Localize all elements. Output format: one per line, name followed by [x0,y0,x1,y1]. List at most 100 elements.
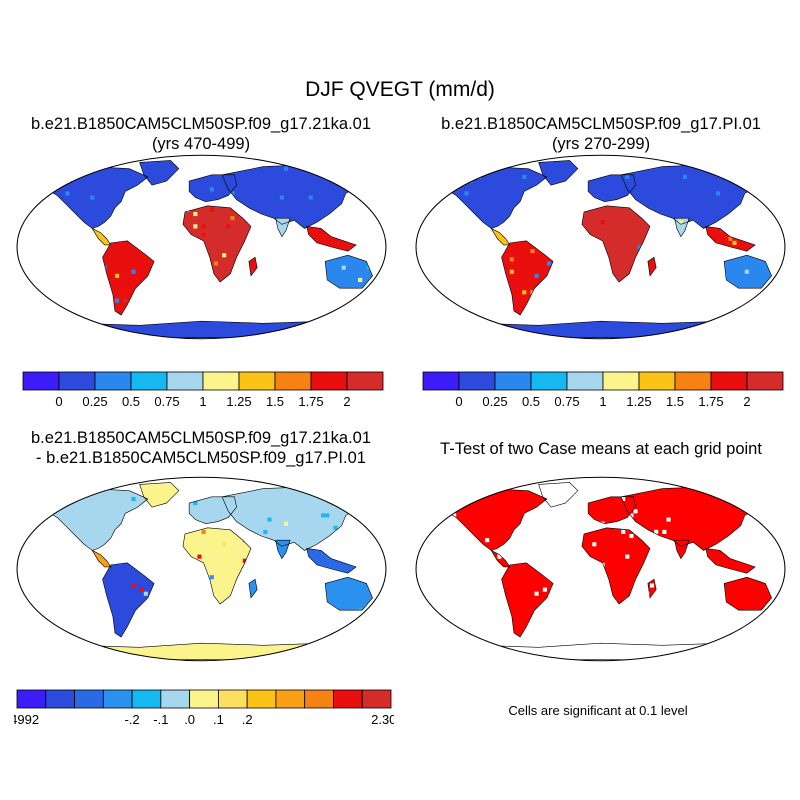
coastline-northAmerica [38,488,149,551]
colorbar-case1-swatch [346,371,384,391]
colorbar-case2-swatch [458,371,496,391]
coastline-antarctica [19,320,384,338]
colorbar-diff-tick-label: .2 [242,712,253,727]
colorbar-case2-tick-label: 2 [743,394,750,409]
coastline-southAmerica [102,562,155,638]
coastline-centralAmerica [490,227,511,246]
colorbar-case2-tick-label: 0.5 [522,394,540,409]
colorbar-case2-swatch [638,371,676,391]
colorbar-diff-swatch [74,689,104,709]
panel-diff-title-line2: - b.e21.B1850CAM5CLM50SP.f09_g17.PI.01 [36,449,366,467]
coastline-centralAmerica [490,549,511,568]
colorbar-diff-tick-label: -2.4992 [14,712,39,727]
coastline-australia [723,254,772,289]
coastline-southAmerica [501,240,554,316]
colorbar-case2-tick-label: 1 [599,394,606,409]
coastline-africa [581,205,651,283]
map-case1 [16,154,387,340]
coastline-australia [324,576,373,611]
coastline-southAmerica [501,562,554,638]
colorbar-case1-swatch [22,371,60,391]
colorbar-case1-tick-label: 1.75 [298,394,323,409]
panel-case1-title-line1: b.e21.B1850CAM5CLM50SP.f09_g17.21ka.01 [30,115,372,133]
land-seAsia [306,226,357,252]
colorbar-case2-tick-label: 1.5 [666,394,684,409]
panel-case2-title-line2: (yrs 270-299) [551,135,651,153]
coastline-greenland [538,482,579,508]
panel-case2-title: b.e21.B1850CAM5CLM50SP.f09_g17.PI.01 (yr… [400,114,800,154]
colorbar-diff-swatch [246,689,277,709]
land-australia [325,255,373,289]
colorbar-case2-tick-label: 1.25 [626,394,651,409]
coastline-antarctica [19,642,384,660]
colorbar-case1-tick-label: 0.5 [122,394,140,409]
coastline-centralAmerica [91,227,112,246]
colorbar-diff-swatch [217,689,248,709]
colorbar-diff-tick-label: -.2 [124,712,139,727]
colorbar-case2-swatch [674,371,712,391]
coastline-africa [182,205,252,283]
colorbar-case2-tick-label: 0.25 [482,394,507,409]
colorbar-case1-tick-label: 1 [199,394,206,409]
colorbar-case1-tick-label: 0.75 [154,394,179,409]
colorbar-case2-tick-label: 1.75 [698,394,723,409]
colorbar-case1-swatch [202,371,240,391]
colorbar-case1-tick-label: 0 [55,394,62,409]
map-border [415,476,786,662]
map-case2 [415,154,786,340]
colorbar-case2-swatch [530,371,568,391]
colorbar-case2-swatch [602,371,640,391]
colorbar-case1-swatch [94,371,132,391]
colorbar-case2-swatch [494,371,532,391]
colorbar-case1-swatch [166,371,204,391]
coastline-northAmerica [38,166,149,229]
coastline-africa [581,527,651,605]
colorbar-diff-swatch [45,689,75,709]
colorbar-case1-swatch [130,371,168,391]
colorbar-case1-tick-label: 2 [343,394,350,409]
map-border [415,154,786,340]
colorbar-case2-swatch [746,371,784,391]
coastline-madagascar [647,578,657,599]
coastline-india [275,539,291,560]
coastline-greenland [139,482,180,508]
coastline-seAsia [705,548,756,574]
colorbar-diff-swatch [304,689,334,709]
colorbar-diff-swatch [333,689,363,709]
colorbar-case1-tick-label: 1.25 [226,394,251,409]
figure-title: DJF QVEGT (mm/d) [305,78,495,101]
land-madagascar [647,257,657,276]
colorbar-diff-swatch [160,689,191,709]
land-madagascar [248,579,258,598]
colorbar-case1-tick-label: 1.5 [266,394,284,409]
colorbar-case2-swatch [710,371,748,391]
colorbar-diff-swatch [102,689,133,709]
land-seAsia [705,548,756,574]
colorbar-case2: 0 0.25 0.5 0.75 1 1.25 1.5 1.75 2 [422,371,784,409]
coastline-india [674,217,690,238]
significance-note: Cells are significant at 0.1 level [508,703,688,718]
coastline-madagascar [248,256,258,277]
colorbar-diff-swatch [189,689,219,709]
coastline-northAmerica [437,488,548,551]
colorbar-case1-swatch [238,371,276,391]
coastline-australia [723,576,772,611]
colorbar-case1-tick-label: 0.25 [82,394,107,409]
colorbar-case2-swatch [422,371,460,391]
map-border [16,154,387,340]
colorbar-case1-swatch [310,371,348,391]
coastline-antarctica [418,642,783,660]
coastline-madagascar [248,578,258,599]
map-diff [16,476,387,662]
coastline-antarctica [418,320,783,338]
coastline-seAsia [705,226,756,252]
map-ttest [415,476,786,662]
colorbar-case2-swatch [566,371,604,391]
land-centralAmerica [491,228,510,245]
panel-diff-title-line1: b.e21.B1850CAM5CLM50SP.f09_g17.21ka.01 [30,429,372,447]
coastline-seAsia [306,226,357,252]
colorbar-diff-swatch [275,689,306,709]
coastline-india [674,539,690,560]
colorbar-diff-swatch [131,689,162,709]
colorbar-case2-tick-label: 0.75 [554,394,579,409]
